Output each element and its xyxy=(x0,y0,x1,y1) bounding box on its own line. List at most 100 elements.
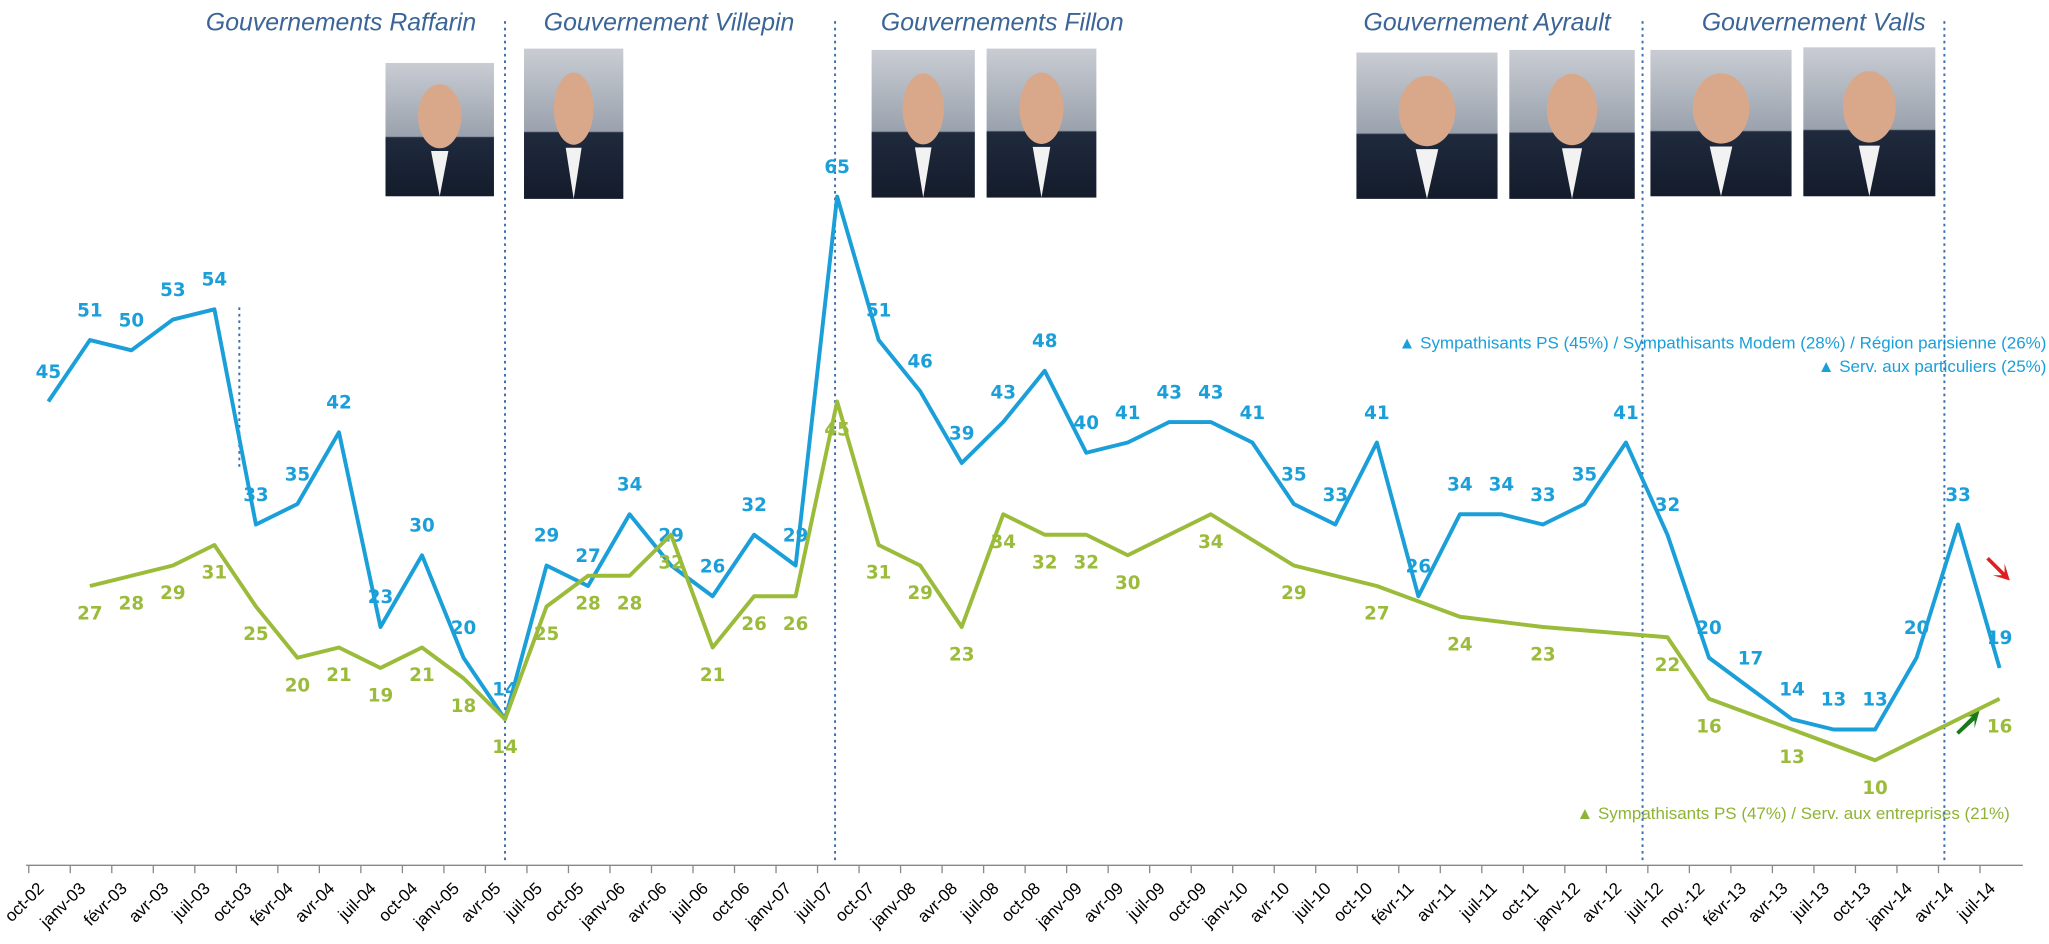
data-label: 32 xyxy=(1032,553,1057,574)
data-label: 29 xyxy=(783,526,808,547)
data-label: 20 xyxy=(451,618,476,639)
data-label: 48 xyxy=(1032,331,1057,352)
x-tick-label: avr-06 xyxy=(623,879,670,926)
x-tick-label: juil-08 xyxy=(957,879,1003,925)
data-label: 33 xyxy=(243,485,268,506)
data-label: 41 xyxy=(1364,403,1389,424)
data-label: 41 xyxy=(1115,403,1140,424)
data-label: 20 xyxy=(1904,618,1929,639)
data-label: 34 xyxy=(617,475,642,496)
x-tick-label: janv-03 xyxy=(36,879,89,932)
data-label: 31 xyxy=(202,563,227,584)
data-label: 26 xyxy=(1406,557,1431,578)
data-label: 21 xyxy=(326,665,351,686)
government-label: Gouvernements Fillon xyxy=(881,9,1124,36)
data-label: 19 xyxy=(1987,628,2012,649)
data-label: 35 xyxy=(1572,464,1597,485)
data-label: 26 xyxy=(783,614,808,635)
data-label: 54 xyxy=(202,270,227,291)
data-label: 17 xyxy=(1738,649,1763,670)
x-tick-label: janv-12 xyxy=(1530,879,1583,932)
portrait-face xyxy=(1692,73,1750,144)
data-label: 30 xyxy=(1115,573,1140,594)
data-label: 28 xyxy=(617,594,642,615)
portrait-shirt xyxy=(1561,148,1583,199)
data-label: 42 xyxy=(326,393,351,414)
data-label: 46 xyxy=(907,352,932,373)
data-label: 34 xyxy=(1447,475,1472,496)
data-label: 25 xyxy=(243,624,268,645)
portrait-face xyxy=(1398,75,1456,147)
data-label: 45 xyxy=(36,362,61,383)
data-label: 32 xyxy=(1655,495,1680,516)
portrait-face xyxy=(1546,73,1598,146)
x-tick-label: janv-08 xyxy=(866,879,919,932)
x-tick-label: févr-13 xyxy=(1699,879,1750,930)
data-label: 51 xyxy=(866,300,891,321)
data-label: 29 xyxy=(160,583,185,604)
x-tick-label: févr-04 xyxy=(246,879,297,930)
note: ▲ Sympathisants PS (47%) / Serv. aux ent… xyxy=(1576,804,2009,823)
note: ▲ Sympathisants PS (45%) / Sympathisants… xyxy=(1399,333,2047,352)
portrait-shirt xyxy=(1858,145,1880,197)
photos xyxy=(385,47,1936,199)
x-tick-label: janv-05 xyxy=(409,879,462,932)
x-tick-label: févr-11 xyxy=(1368,879,1418,929)
data-label: 32 xyxy=(658,553,683,574)
data-label: 18 xyxy=(451,696,476,717)
data-label: 32 xyxy=(741,495,766,516)
portrait-shirt xyxy=(1415,149,1439,199)
note: ▲ Serv. aux particuliers (25%) xyxy=(1818,357,2047,376)
data-label: 22 xyxy=(1655,655,1680,676)
data-label: 41 xyxy=(1613,403,1638,424)
data-label: 21 xyxy=(409,665,434,686)
x-tick-label: juil-13 xyxy=(1787,879,1833,925)
portrait-shirt xyxy=(914,147,932,198)
government-label: Gouvernement Ayrault xyxy=(1364,9,1612,36)
data-label: 34 xyxy=(1198,532,1223,553)
portrait-face xyxy=(418,84,462,149)
data-label: 29 xyxy=(534,526,559,547)
data-label: 13 xyxy=(1821,690,1846,711)
data-label: 51 xyxy=(77,300,102,321)
data-label: 35 xyxy=(1281,464,1306,485)
data-label: 13 xyxy=(1779,747,1804,768)
x-tick-label: avr-11 xyxy=(1413,879,1460,926)
data-label: 25 xyxy=(534,624,559,645)
data-label: 34 xyxy=(1489,475,1514,496)
portrait-face xyxy=(1842,71,1896,143)
data-label: 33 xyxy=(1530,485,1555,506)
portrait-shirt xyxy=(431,150,449,197)
data-label: 23 xyxy=(1530,645,1555,666)
x-tick-label: juil-04 xyxy=(334,879,380,925)
down-arrow xyxy=(1986,556,2010,581)
x-tick-label: juil-14 xyxy=(1953,879,1999,925)
government-label: Gouvernements Raffarin xyxy=(206,9,476,36)
data-label: 39 xyxy=(949,423,974,444)
data-label: 20 xyxy=(285,675,310,696)
x-tick-label: avr-13 xyxy=(1744,879,1791,926)
data-label: 27 xyxy=(77,604,102,625)
data-label: 27 xyxy=(1364,604,1389,625)
data-label: 41 xyxy=(1240,403,1265,424)
data-label: 13 xyxy=(1862,690,1887,711)
data-label: 40 xyxy=(1074,413,1099,434)
x-tick-label: nov.-12 xyxy=(1656,879,1709,932)
portrait-shirt xyxy=(565,147,582,199)
data-label: 21 xyxy=(700,665,725,686)
x-tick-label: avr-12 xyxy=(1578,879,1625,926)
x-tick-label: juil-09 xyxy=(1123,879,1169,925)
data-label: 43 xyxy=(990,382,1015,403)
data-label: 35 xyxy=(285,464,310,485)
up-arrow xyxy=(1956,709,1980,735)
data-label: 28 xyxy=(119,594,144,615)
decorations xyxy=(1956,556,2010,735)
x-tick-label: avr-08 xyxy=(914,879,961,926)
x-tick-label: janv-06 xyxy=(576,879,629,932)
x-tick-label: avr-04 xyxy=(291,879,338,926)
x-tick-label: févr-03 xyxy=(80,879,131,930)
data-label: 29 xyxy=(907,583,932,604)
data-label: 14 xyxy=(492,737,517,758)
x-tick-label: juil-06 xyxy=(666,879,712,925)
